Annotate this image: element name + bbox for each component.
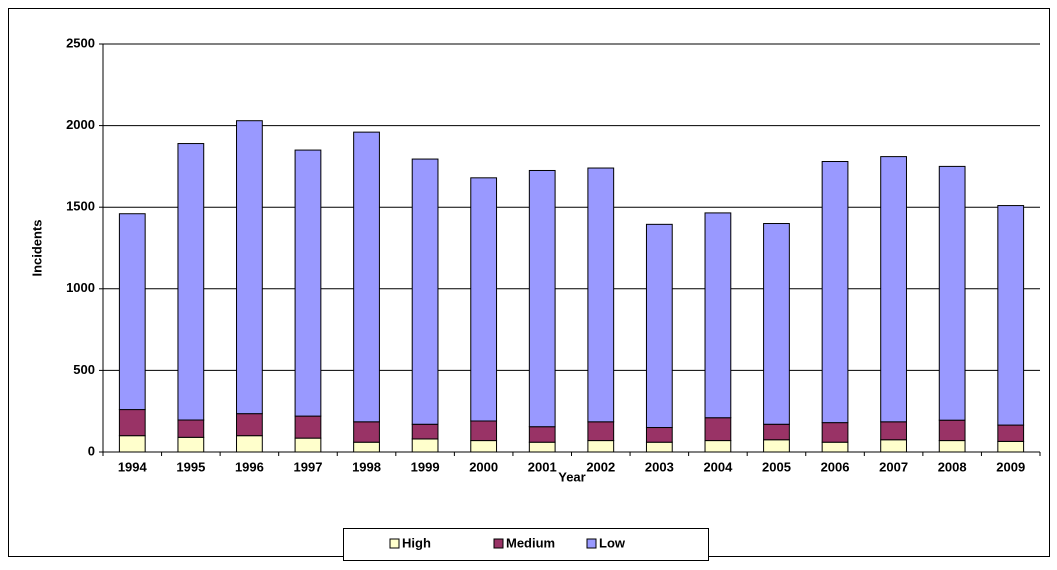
x-tick-label: 2002 <box>586 459 615 474</box>
x-tick-label: 1994 <box>118 459 148 474</box>
legend-swatch <box>586 538 597 549</box>
bar-segment <box>997 424 1025 442</box>
x-tick-label: 2007 <box>879 459 908 474</box>
bar-segment <box>411 423 439 440</box>
bar-segment <box>470 440 498 453</box>
bar-segment <box>118 213 146 411</box>
x-tick-label: 1998 <box>352 459 381 474</box>
bar-segment <box>587 167 615 423</box>
bar-segment <box>821 161 849 424</box>
legend-swatch <box>493 538 504 549</box>
x-tick-label: 1997 <box>294 459 323 474</box>
bar-segment <box>821 441 849 453</box>
bar-segment <box>528 441 556 453</box>
legend-box <box>343 528 709 561</box>
bar-segment <box>645 223 673 429</box>
x-axis-title: Year <box>558 469 585 484</box>
legend-label: High <box>402 535 431 550</box>
x-tick-label: 2009 <box>996 459 1025 474</box>
bar-segment <box>938 165 966 421</box>
bar-segment <box>470 177 498 422</box>
x-tick-label: 1995 <box>176 459 205 474</box>
bar-segment <box>411 438 439 453</box>
bar-segment <box>470 420 498 442</box>
bar-segment <box>294 149 322 417</box>
bar-segment <box>880 439 907 453</box>
bar-segment <box>294 415 322 439</box>
bar-segment <box>880 421 907 441</box>
bar-segment <box>821 422 849 443</box>
y-tick-label: 1500 <box>66 199 95 214</box>
bar-segment <box>704 212 732 419</box>
bar-segment <box>294 437 322 453</box>
x-tick-label: 1996 <box>235 459 264 474</box>
bar-segment <box>236 435 263 453</box>
legend-label: Medium <box>506 535 555 550</box>
legend-label: Low <box>599 535 626 550</box>
bar-segment <box>353 421 380 443</box>
y-tick-label: 1000 <box>66 280 95 295</box>
bar-segment <box>411 158 439 425</box>
bar-segment <box>704 417 732 442</box>
bar-segment <box>118 409 146 437</box>
bar-segment <box>236 413 263 437</box>
x-tick-label: 2006 <box>821 459 850 474</box>
bar-segment <box>997 440 1025 453</box>
bar-segment <box>997 205 1025 426</box>
y-tick-label: 2500 <box>66 35 95 50</box>
bar-segment <box>763 423 790 441</box>
bar-segment <box>645 441 673 453</box>
x-tick-label: 2008 <box>938 459 967 474</box>
x-tick-label: 2004 <box>703 459 733 474</box>
bar-segment <box>880 156 907 423</box>
x-tick-label: 2000 <box>469 459 498 474</box>
bar-segment <box>587 440 615 453</box>
bar-segment <box>177 436 205 453</box>
bar-segment <box>528 169 556 428</box>
bar-segment <box>177 419 205 438</box>
bar-segment <box>763 223 790 425</box>
y-tick-label: 2000 <box>66 117 95 132</box>
legend-swatch <box>389 538 400 549</box>
bar-segment <box>177 143 205 421</box>
bar-segment <box>763 439 790 453</box>
x-tick-label: 1999 <box>411 459 440 474</box>
bar-segment <box>587 421 615 442</box>
bar-segment <box>704 440 732 453</box>
bar-segment <box>353 441 380 453</box>
x-tick-label: 2005 <box>762 459 791 474</box>
x-tick-label: 2001 <box>528 459 557 474</box>
bar-segment <box>353 131 380 423</box>
bar-segment <box>938 440 966 453</box>
x-tick-label: 2003 <box>645 459 674 474</box>
bar-segment <box>528 426 556 443</box>
bar-segment <box>938 419 966 442</box>
bar-segment <box>118 435 146 453</box>
y-tick-label: 500 <box>73 362 95 377</box>
y-axis-title: Incidents <box>29 219 44 276</box>
bar-segment <box>236 120 263 415</box>
bar-segment <box>645 427 673 443</box>
y-tick-label: 0 <box>88 443 95 458</box>
